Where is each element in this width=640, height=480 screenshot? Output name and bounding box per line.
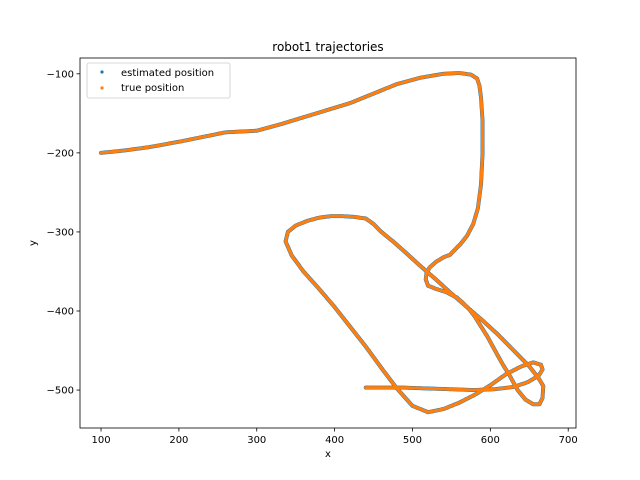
x-tick-label: 700 <box>559 435 578 446</box>
y-axis: −100 −200 −300 −400 −500 <box>47 69 80 397</box>
x-tick-label: 600 <box>481 435 500 446</box>
y-tick-label: −400 <box>47 306 74 317</box>
y-tick-label: −200 <box>47 148 74 159</box>
series-layer <box>99 71 546 415</box>
plot-area <box>80 58 576 428</box>
data-point <box>364 386 368 390</box>
x-tick-label: 500 <box>403 435 422 446</box>
x-tick-label: 300 <box>247 435 266 446</box>
chart-title: robot1 trajectories <box>272 40 383 54</box>
plot-frame <box>79 57 577 429</box>
legend-label-estimated: estimated position <box>121 68 214 79</box>
legend-label-true: true position <box>121 83 184 94</box>
legend: estimated position true position <box>86 62 231 99</box>
x-tick-label: 100 <box>91 435 110 446</box>
x-axis: 100 200 300 400 500 600 700 <box>91 428 578 446</box>
legend-marker-true <box>100 86 104 90</box>
y-tick-label: −500 <box>47 386 74 397</box>
y-tick-label: −300 <box>47 227 74 238</box>
x-tick-label: 200 <box>169 435 188 446</box>
legend-marker-estimated <box>100 70 104 74</box>
series-true-position <box>99 71 545 414</box>
x-axis-label: x <box>325 449 331 460</box>
y-tick-label: −100 <box>47 69 74 80</box>
legend-box <box>86 62 231 99</box>
x-tick-label: 400 <box>325 435 344 446</box>
y-axis-label: y <box>28 240 39 246</box>
